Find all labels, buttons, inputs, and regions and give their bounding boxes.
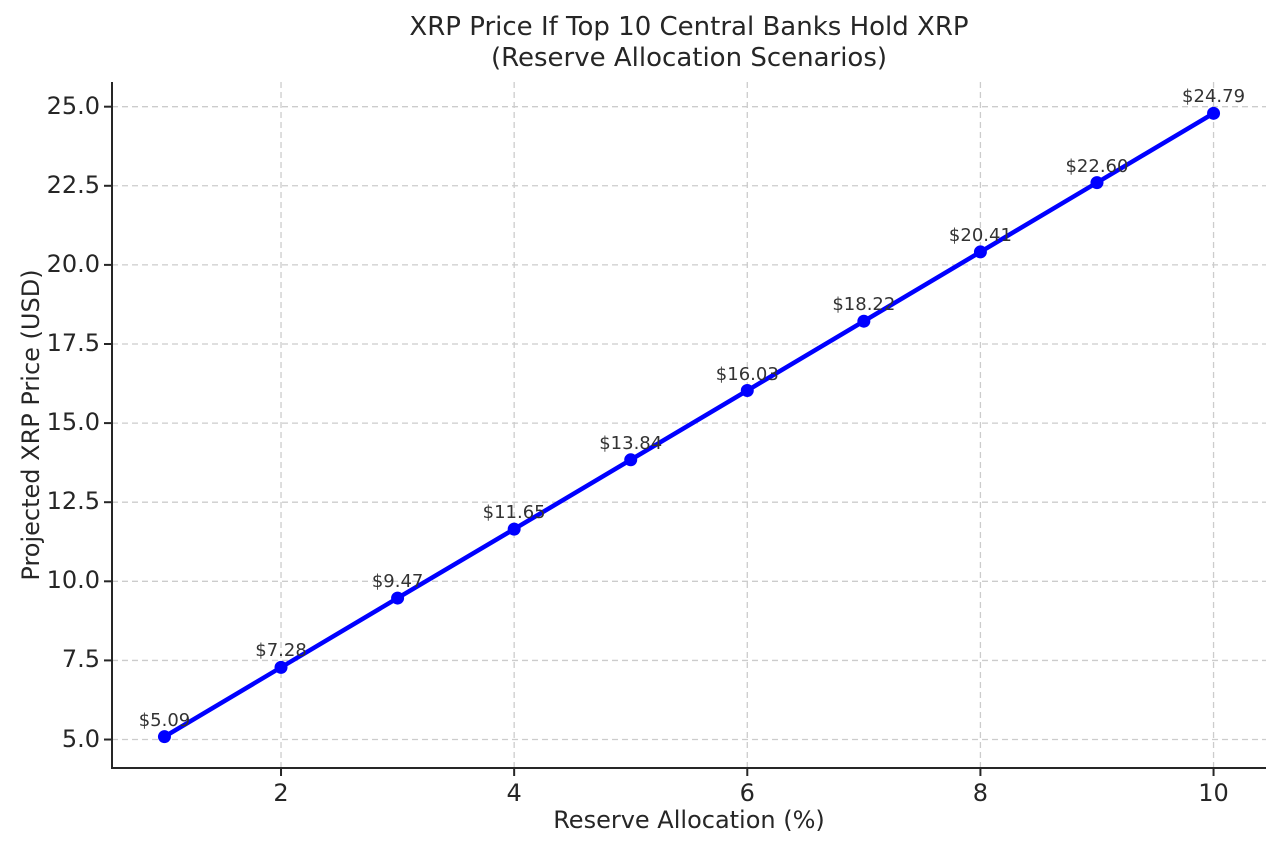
data-point-label: $9.47 xyxy=(371,571,424,593)
data-point-label: $7.28 xyxy=(255,640,307,662)
chart-subtitle: (Reserve Allocation Scenarios) xyxy=(490,43,888,73)
data-point-label: $22.60 xyxy=(1065,155,1129,177)
y-tick-label: 17.5 xyxy=(46,328,100,357)
x-tick-label: 6 xyxy=(739,779,755,807)
data-point-label: $11.65 xyxy=(482,502,546,524)
data-point-marker xyxy=(740,384,754,398)
data-point-marker xyxy=(157,730,171,744)
y-tick-label: 5.0 xyxy=(61,724,100,753)
y-tick-label: 7.5 xyxy=(61,645,100,674)
x-tick-label: 10 xyxy=(1198,779,1229,807)
data-point-marker xyxy=(624,453,638,467)
x-tick-label: 2 xyxy=(273,779,289,807)
data-point-marker xyxy=(1090,176,1104,190)
chart-title-block: XRP Price If Top 10 Central Banks Hold X… xyxy=(409,12,968,74)
data-point-label: $16.03 xyxy=(715,363,779,385)
data-point-label: $13.84 xyxy=(599,432,663,454)
data-point-label: $20.41 xyxy=(948,224,1012,246)
y-tick-label: 22.5 xyxy=(46,170,100,199)
data-point-marker xyxy=(274,660,288,674)
data-point-marker xyxy=(973,245,987,259)
data-point-marker xyxy=(857,314,871,328)
data-point-label: $18.22 xyxy=(832,294,896,316)
data-point-label: $5.09 xyxy=(138,709,191,731)
data-point-label: $24.79 xyxy=(1182,86,1246,108)
x-axis-label: Reserve Allocation (%) xyxy=(553,806,825,834)
x-tick-label: 8 xyxy=(972,779,989,807)
y-tick-label: 10.0 xyxy=(46,566,100,595)
chart-title: XRP Price If Top 10 Central Banks Hold X… xyxy=(409,12,969,42)
y-tick-label: 15.0 xyxy=(46,407,100,436)
x-tick-label: 4 xyxy=(506,779,522,807)
data-point-marker xyxy=(391,591,405,605)
data-point-marker xyxy=(1207,106,1221,120)
data-point-marker xyxy=(507,522,521,536)
y-tick-label: 20.0 xyxy=(46,249,100,278)
y-tick-label: 25.0 xyxy=(46,91,100,120)
y-tick-label: 12.5 xyxy=(46,487,100,516)
data-line xyxy=(162,111,1216,739)
